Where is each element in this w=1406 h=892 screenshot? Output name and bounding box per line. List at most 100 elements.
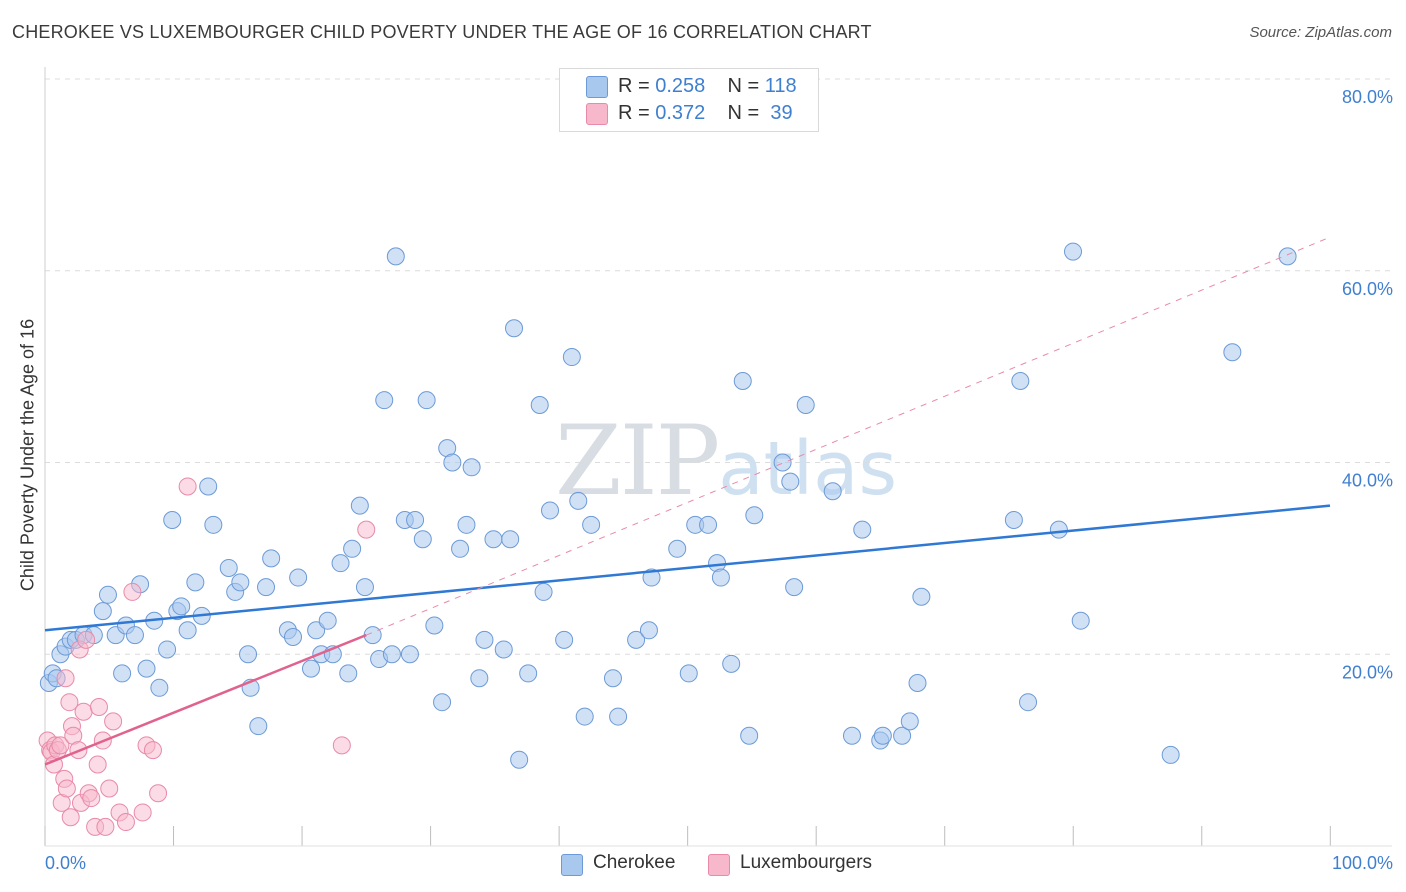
y-tick-label: 40.0% — [1342, 471, 1393, 491]
cherokee-point — [249, 717, 268, 736]
series-legend: Cherokee Luxembourgers — [0, 852, 1406, 878]
cherokee-point — [331, 554, 350, 573]
cherokee-point — [1011, 372, 1030, 391]
luxembourger-point — [178, 477, 197, 496]
luxembourger-point — [82, 789, 101, 808]
luxembourger-point — [60, 693, 79, 712]
cherokee-point — [462, 458, 481, 477]
cherokee-point — [555, 630, 574, 649]
cherokee-point — [413, 530, 432, 549]
cherokee-point — [475, 630, 494, 649]
cherokee-point — [307, 621, 326, 640]
cherokee-point — [163, 511, 182, 530]
n-value: 118 — [764, 75, 797, 97]
cherokee-point — [494, 640, 513, 659]
cherokee-point — [842, 726, 861, 745]
cherokee-point — [569, 491, 588, 510]
cherokee-point — [1019, 693, 1038, 712]
cherokee-point — [1223, 343, 1242, 362]
cherokee-point — [773, 453, 792, 472]
cherokee-point — [642, 568, 661, 587]
cherokee-point — [1278, 247, 1297, 266]
cherokee-point — [1064, 242, 1082, 261]
r-label: R = — [618, 102, 650, 124]
cherokee-point — [125, 626, 144, 645]
luxembourger-point — [89, 697, 108, 716]
cherokee-point — [781, 472, 800, 491]
cherokee-point — [186, 573, 205, 592]
cherokee-point — [510, 750, 529, 769]
cherokee-point — [582, 515, 601, 534]
cherokee-point — [711, 568, 730, 587]
luxembourger-point — [61, 808, 80, 827]
cherokee-point — [350, 496, 369, 515]
cherokee-point — [733, 372, 752, 391]
cherokee-point — [562, 348, 581, 367]
cherokee-point — [609, 707, 628, 726]
cherokee-point — [93, 602, 112, 621]
y-tick-label: 20.0% — [1342, 662, 1393, 682]
luxembourger-point — [143, 741, 162, 760]
legend-row-text: R = 0.372 N = 39 — [618, 102, 793, 125]
cherokee-point — [284, 627, 303, 646]
cherokee-point — [158, 640, 177, 659]
cherokee-point — [501, 530, 520, 549]
luxembourger-point — [123, 582, 142, 601]
cherokee-point — [530, 395, 549, 414]
r-value: 0.372 — [655, 102, 706, 124]
cherokee-point — [406, 511, 425, 530]
luxembourger-point — [96, 817, 115, 836]
luxembourger-point — [149, 784, 168, 803]
cherokee-point — [339, 664, 358, 683]
cherokee-point — [639, 621, 658, 640]
r-value: 0.258 — [655, 75, 706, 97]
luxembourger-point — [100, 779, 119, 798]
cherokee-point — [113, 664, 132, 683]
cherokee-point — [679, 664, 698, 683]
legend-label-cherokee: Cherokee — [593, 852, 676, 873]
luxembourger-point — [88, 755, 107, 774]
correlation-legend: R = 0.258 N = 118 R = 0.372 N = 39 — [559, 68, 819, 132]
cherokee-swatch — [586, 76, 608, 98]
cherokee-point — [433, 693, 452, 712]
cherokee-point — [355, 578, 374, 597]
cherokee-point — [318, 611, 337, 630]
cherokee-point — [785, 578, 804, 597]
cherokee-point — [382, 645, 401, 664]
x-tick-label-max: 100.0% — [1332, 853, 1393, 873]
luxembourger-point — [357, 520, 376, 539]
luxembourger-trend-line — [44, 633, 367, 766]
luxembourger-point — [332, 736, 351, 755]
luxembourger-point — [56, 669, 75, 688]
cherokee-point — [908, 674, 927, 693]
cherokee-point — [470, 669, 489, 688]
cherokee-point — [1049, 520, 1068, 539]
r-label: R = — [618, 75, 650, 97]
cherokee-point — [425, 616, 444, 635]
luxembourger-points — [38, 477, 376, 836]
cherokee-point — [443, 453, 462, 472]
cherokee-point — [289, 568, 308, 587]
cherokee-point — [534, 582, 553, 601]
cherokee-point — [1161, 745, 1180, 764]
cherokee-point — [178, 621, 197, 640]
cherokee-point — [505, 319, 524, 338]
luxembourger-trend-extension — [366, 236, 1331, 636]
cherokee-point — [541, 501, 560, 520]
luxembourger-point — [104, 712, 123, 731]
cherokee-point — [893, 726, 912, 745]
cherokee-point — [900, 712, 919, 731]
source-label: Source: ZipAtlas.com — [1249, 24, 1392, 41]
n-label: N = — [727, 102, 760, 124]
cherokee-points — [39, 242, 1297, 769]
cherokee-point — [740, 726, 759, 745]
cherokee-point — [204, 515, 223, 534]
luxembourger-point — [74, 702, 93, 721]
luxembourgers-swatch — [586, 103, 608, 125]
cherokee-point — [1004, 511, 1023, 530]
cherokee-point — [873, 726, 892, 745]
cherokee-point — [1071, 611, 1090, 630]
y-tick-label: 80.0% — [1342, 87, 1393, 107]
cherokee-point — [98, 585, 117, 604]
